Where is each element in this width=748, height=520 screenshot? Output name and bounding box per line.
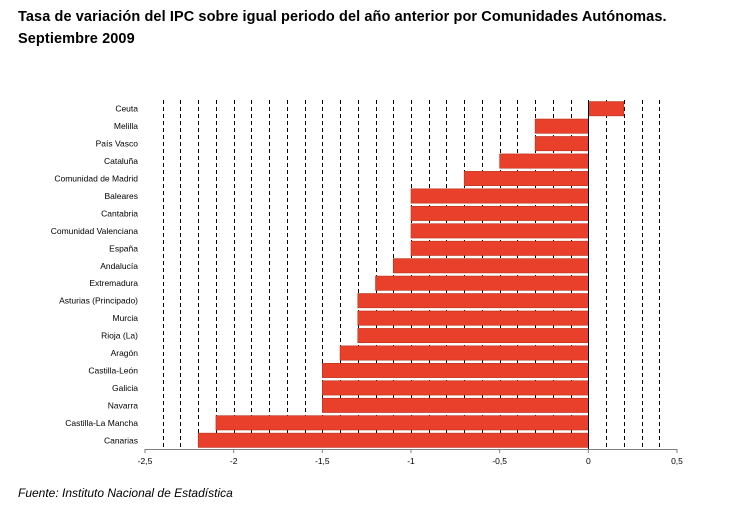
x-tick-label: -2 [230, 456, 238, 466]
bar-asturias-principado- [357, 293, 589, 309]
x-tick-label: -1,5 [315, 456, 330, 466]
category-label: Murcia [112, 313, 138, 323]
category-label: Ceuta [115, 104, 138, 114]
bar-galicia [322, 380, 589, 396]
category-label: Rioja (La) [101, 331, 138, 341]
bar-ceuta [588, 101, 625, 117]
chart-title-line-2: Septiembre 2009 [18, 31, 135, 47]
category-label: Comunidad de Madrid [54, 174, 138, 184]
x-tick-label: -1 [407, 456, 415, 466]
x-tick-label: 0,5 [671, 456, 683, 466]
x-tick-label: -0,5 [492, 456, 507, 466]
category-label: Baleares [104, 191, 138, 201]
category-label: Canarias [104, 435, 138, 445]
category-label: Comunidad Valenciana [51, 226, 139, 236]
bar-espa-a [410, 240, 589, 256]
category-label: Cataluña [104, 156, 138, 166]
category-label: País Vasco [96, 139, 139, 149]
bar-cantabria [410, 205, 589, 221]
chart-title-line-1: Tasa de variación del IPC sobre igual pe… [18, 9, 667, 25]
bar-murcia [357, 310, 589, 326]
category-label: Melilla [114, 121, 138, 131]
bar-catalu-a [499, 153, 589, 169]
source-note: Fuente: Instituto Nacional de Estadístic… [18, 486, 233, 500]
bar-rioja-la- [357, 328, 589, 344]
category-label: España [109, 243, 138, 253]
bar-baleares [410, 188, 589, 204]
category-label: Asturias (Principado) [59, 296, 138, 306]
bar-pa-s-vasco [534, 136, 589, 152]
chart-title: Tasa de variación del IPC sobre igual pe… [18, 6, 743, 50]
x-tick-label: 0 [586, 456, 591, 466]
bar-melilla [534, 118, 589, 134]
bar-arag-n [339, 345, 589, 361]
x-tick-label: -2,5 [138, 456, 153, 466]
category-label: Extremadura [89, 278, 138, 288]
category-label: Aragón [111, 348, 139, 358]
bar-canarias [197, 432, 589, 448]
bar-extremadura [375, 275, 589, 291]
bar-andaluc-a [392, 258, 589, 274]
bar-castilla-le-n [322, 363, 589, 378]
bar-comunidad-valenciana [410, 223, 589, 239]
category-label: Galicia [112, 383, 138, 393]
bar-castilla-la-mancha [215, 415, 589, 431]
bar-comunidad-de-madrid [463, 171, 589, 186]
category-label: Andalucía [100, 261, 138, 271]
category-label: Castilla-La Mancha [65, 418, 138, 428]
category-label: Navarra [108, 400, 139, 410]
category-label: Castilla-León [88, 365, 138, 375]
category-label: Cantabria [101, 208, 138, 218]
bar-navarra [322, 397, 589, 413]
